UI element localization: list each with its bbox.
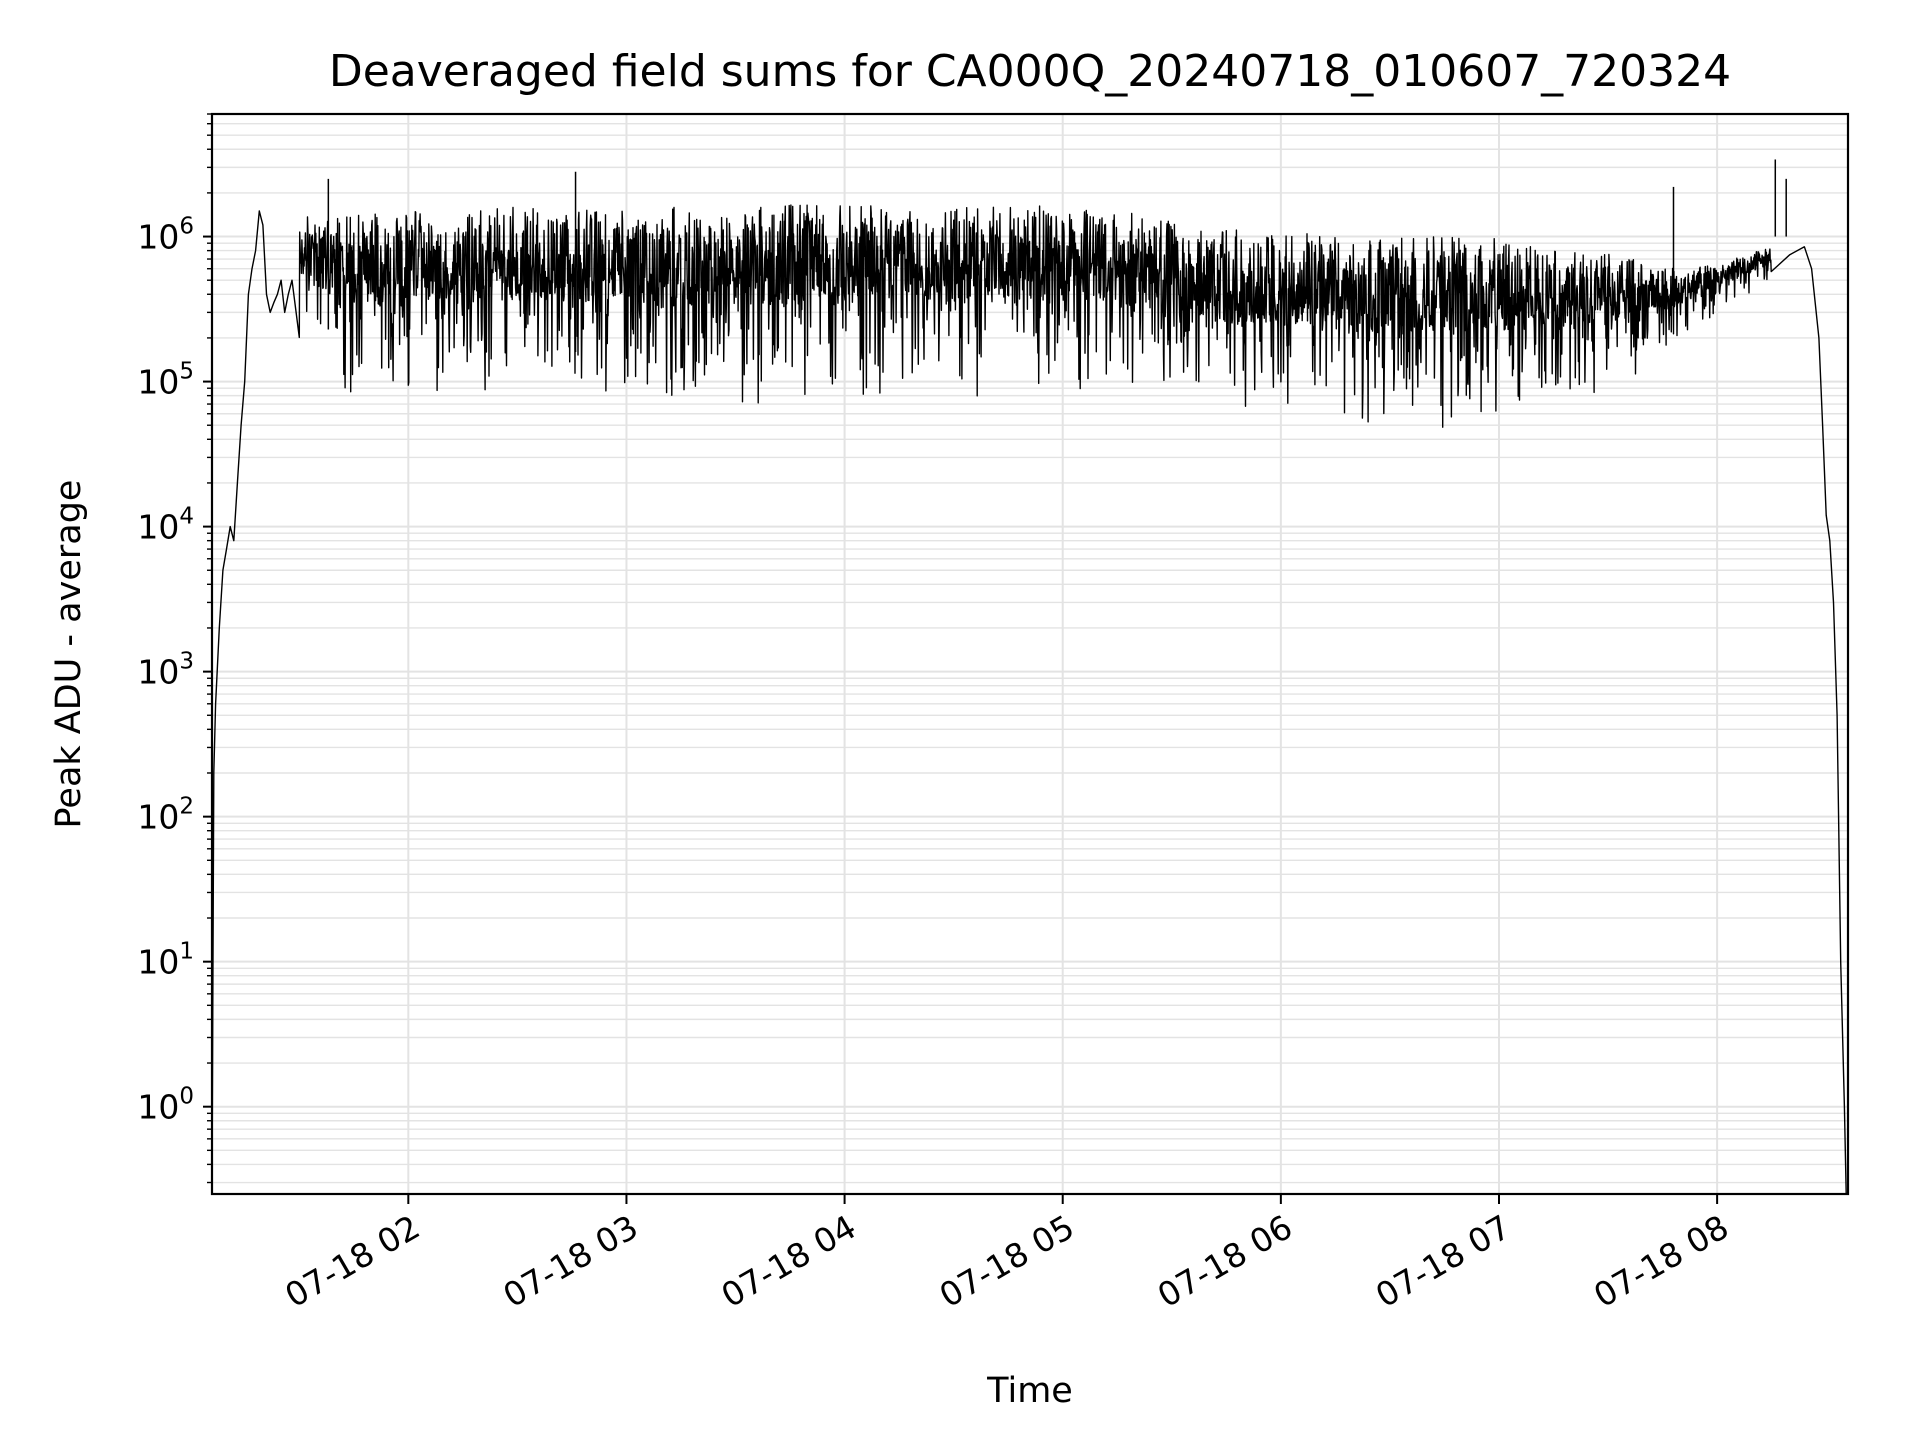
y-axis: 100 101 102 103 104 105 106 [137, 113, 212, 1184]
y-tick-label: 103 [137, 649, 194, 692]
x-tick-label: 07-18 02 [278, 1207, 426, 1315]
series-line [211, 204, 1847, 1195]
chart-title: Deaveraged field sums for CA000Q_2024071… [329, 46, 1731, 97]
y-axis-label: Peak ADU - average [49, 480, 89, 829]
x-tick-label: 07-18 07 [1369, 1207, 1517, 1315]
y-tick-label: 106 [137, 214, 194, 257]
y-tick-label: 105 [137, 359, 194, 402]
x-tick-label: 07-18 05 [933, 1207, 1081, 1315]
y-tick-label: 101 [137, 939, 194, 982]
x-axis-label: Time [986, 1371, 1073, 1411]
y-tick-label: 100 [137, 1084, 194, 1127]
x-axis: 07-18 02 07-18 03 07-18 04 07-18 05 07-18 06… [278, 1194, 1735, 1315]
x-tick-label: 07-18 04 [715, 1207, 863, 1315]
x-tick-label: 07-18 03 [496, 1207, 644, 1315]
y-tick-label: 102 [137, 794, 194, 837]
x-tick-label: 07-18 06 [1151, 1207, 1299, 1315]
data-layer [211, 159, 1847, 1195]
plot-frame [210, 112, 1850, 1196]
y-tick-label: 104 [137, 504, 194, 547]
x-tick-label: 07-18 08 [1587, 1207, 1735, 1315]
